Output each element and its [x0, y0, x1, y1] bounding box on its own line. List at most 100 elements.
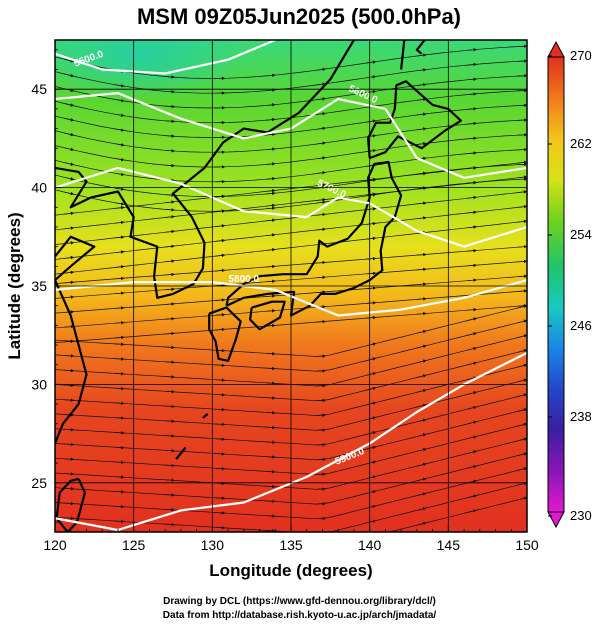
colorbar-label: 270 — [570, 48, 592, 63]
wind-arrow — [265, 248, 276, 252]
wind-arrow — [114, 187, 125, 191]
wind-arrow — [165, 493, 175, 497]
y-tick-label: 40 — [31, 180, 47, 196]
wind-arrow — [366, 342, 377, 347]
wind-arrow — [64, 58, 75, 63]
wind-arrow — [517, 437, 527, 442]
wind-arrow — [114, 306, 125, 310]
wind-arrow — [366, 236, 377, 241]
wind-arrow — [467, 332, 477, 336]
y-tick-label: 30 — [31, 376, 47, 392]
wind-arrow — [467, 420, 477, 425]
wind-arrow — [64, 176, 75, 181]
wind-arrow — [517, 467, 527, 471]
wind-arrow — [467, 77, 478, 82]
streamline — [55, 497, 527, 532]
wind-arrow — [215, 422, 226, 427]
wind-arrow — [467, 166, 478, 170]
wind-arrow — [165, 302, 175, 306]
wind-arrow — [64, 226, 75, 230]
wind-arrow — [467, 278, 478, 282]
coastline — [202, 413, 209, 419]
wind-arrow — [265, 203, 276, 208]
wind-arrow — [467, 225, 478, 229]
coastline — [400, 40, 406, 70]
wind-arrow — [517, 319, 527, 324]
wind-arrow — [517, 204, 527, 209]
wind-arrow — [517, 496, 527, 501]
wind-arrow — [265, 132, 276, 137]
credit-line-2: Data from http://database.rish.kyoto-u.a… — [162, 610, 437, 621]
wind-arrow — [265, 309, 276, 313]
coastline — [249, 300, 286, 331]
chart-title: MSM 09Z05Jun2025 (500.0hPa) — [137, 4, 461, 29]
wind-arrow — [165, 75, 175, 79]
wind-arrow — [114, 235, 125, 239]
wind-arrow — [165, 331, 175, 336]
wind-arrow — [114, 291, 125, 295]
wind-arrow — [366, 221, 377, 226]
wind-arrow — [64, 103, 75, 107]
wind-arrow — [416, 374, 427, 378]
wind-arrow — [517, 160, 527, 165]
wind-arrow — [467, 346, 477, 351]
x-axis-label: Longitude (degrees) — [209, 561, 372, 580]
wind-arrow — [215, 525, 226, 530]
wind-arrow — [114, 143, 125, 147]
wind-arrow — [114, 83, 125, 88]
wind-arrow — [114, 320, 125, 325]
wind-arrow — [366, 445, 377, 450]
wind-arrow — [165, 522, 175, 527]
wind-arrow — [416, 311, 427, 316]
wind-arrow — [517, 408, 527, 412]
wind-arrow — [64, 191, 75, 196]
y-axis-ticks: 25 30 35 40 45 — [31, 49, 61, 523]
wind-arrow — [366, 416, 377, 420]
wind-arrow — [266, 545, 275, 546]
wind-arrow — [64, 457, 75, 461]
wind-arrow — [265, 410, 276, 415]
y-axis-label: Latitude (degrees) — [5, 212, 24, 359]
wind-arrow — [416, 267, 427, 272]
wind-arrow — [517, 219, 527, 224]
wind-arrow — [165, 229, 175, 234]
wind-arrow — [366, 357, 377, 361]
wind-arrow — [265, 103, 276, 107]
wind-arrow — [416, 53, 427, 57]
wind-arrow — [114, 98, 125, 103]
wind-arrow — [265, 455, 276, 459]
wind-arrow — [165, 104, 175, 109]
wind-arrow — [517, 304, 527, 309]
wind-arrow — [265, 366, 276, 371]
wind-arrow — [114, 202, 125, 206]
wind-arrow — [517, 393, 527, 397]
wind-arrow — [215, 378, 226, 382]
wind-arrow — [215, 209, 226, 213]
wind-arrow — [517, 334, 527, 338]
wind-arrow — [316, 212, 326, 217]
x-tick-label: 140 — [358, 537, 382, 553]
wind-arrow — [114, 220, 125, 225]
wind-arrow — [366, 192, 377, 196]
wind-arrow — [64, 211, 75, 216]
wind-arrow — [366, 256, 377, 261]
wind-arrow — [467, 405, 477, 410]
wind-arrow — [467, 494, 477, 499]
wind-arrow — [467, 92, 478, 96]
wind-arrow — [316, 97, 326, 101]
wind-arrow — [165, 508, 175, 512]
wind-arrow — [265, 381, 276, 385]
wind-arrow — [366, 207, 377, 211]
wind-arrow — [265, 88, 276, 92]
wind-arrow — [215, 224, 226, 228]
wind-arrow — [517, 422, 527, 427]
wind-arrow — [416, 403, 427, 408]
wind-arrow — [467, 450, 477, 454]
wind-arrow — [215, 511, 226, 515]
wind-arrow — [64, 270, 75, 275]
wind-arrow — [265, 279, 276, 284]
wind-arrow — [165, 259, 175, 263]
wind-arrow — [114, 113, 125, 117]
wind-arrow — [215, 452, 226, 456]
wind-arrow — [316, 227, 326, 232]
